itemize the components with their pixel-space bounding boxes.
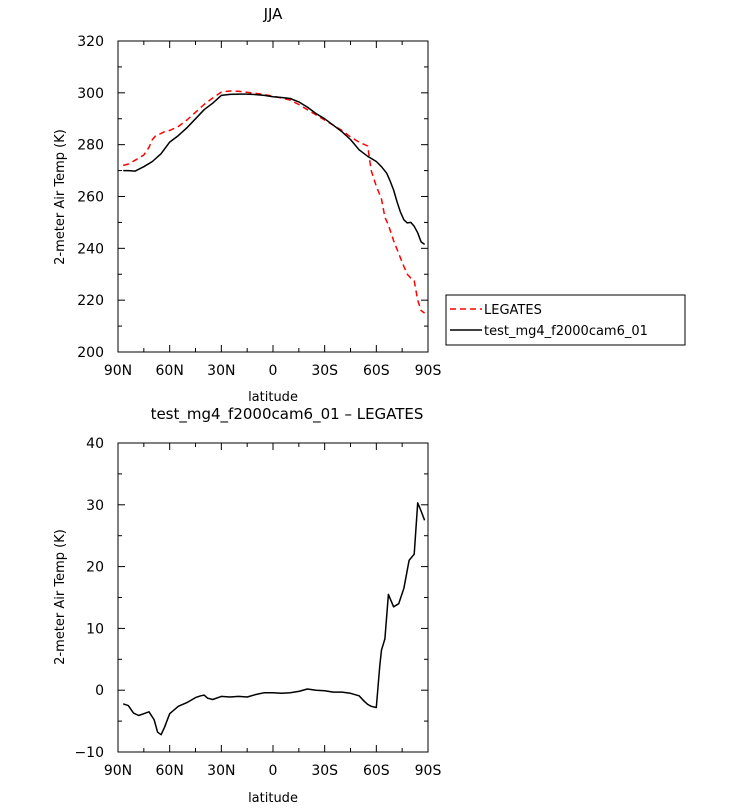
top-chart-legend: LEGATES test_mg4_f2000cam6_01 — [445, 294, 686, 346]
plot-frame — [117, 40, 429, 353]
x-tick-label: 0 — [269, 363, 278, 379]
top-chart-xlabel: latitude — [248, 390, 298, 405]
x-tick-label: 90S — [415, 363, 442, 379]
y-tick-label: 320 — [77, 34, 104, 50]
y-tick-label: 260 — [77, 190, 104, 206]
x-tick-label: 30N — [207, 763, 235, 779]
x-tick-label: 30N — [207, 363, 235, 379]
y-tick-label: −10 — [74, 745, 104, 761]
x-tick-label: 90N — [104, 763, 132, 779]
y-tick-label: 300 — [77, 86, 104, 102]
series-line-difference — [122, 502, 426, 736]
bottom-chart-ylabel: 2-meter Air Temp (K) — [53, 529, 68, 665]
y-tick-label: 30 — [86, 498, 104, 514]
x-tick-label: 0 — [269, 763, 278, 779]
y-tick-label: 20 — [86, 560, 104, 576]
x-tick-label: 90S — [415, 763, 442, 779]
bottom-chart: test_mg4_f2000cam6_01 – LEGATES 2-meter … — [53, 405, 441, 806]
y-tick-label: 240 — [77, 241, 104, 257]
bottom-chart-xlabel: latitude — [248, 791, 298, 806]
x-tick-label: 60S — [363, 763, 390, 779]
legend-label-model: test_mg4_f2000cam6_01 — [484, 324, 648, 339]
x-tick-label: 30S — [311, 763, 338, 779]
legend-label-legates: LEGATES — [484, 303, 542, 318]
x-tick-label: 60N — [156, 763, 184, 779]
bottom-chart-title: test_mg4_f2000cam6_01 – LEGATES — [151, 405, 424, 424]
series-line-test-mg4-f2000cam6-01 — [123, 93, 426, 246]
y-tick-label: 0 — [95, 683, 104, 699]
top-chart-title: JJA — [263, 5, 284, 23]
x-tick-label: 60S — [363, 363, 390, 379]
top-chart-ylabel: 2-meter Air Temp (K) — [53, 129, 68, 265]
x-tick-label: 30S — [311, 363, 338, 379]
x-tick-label: 60N — [156, 363, 184, 379]
y-tick-label: 40 — [86, 436, 104, 452]
y-tick-label: 200 — [77, 345, 104, 361]
y-tick-label: 280 — [77, 138, 104, 154]
plot-frame — [117, 442, 429, 753]
series-line-legates — [123, 90, 426, 314]
y-tick-label: 10 — [86, 621, 104, 637]
legend-box — [445, 294, 686, 346]
x-tick-label: 90N — [104, 363, 132, 379]
y-tick-label: 220 — [77, 293, 104, 309]
top-chart: JJA 2-meter Air Temp (K) latitude LEGATE… — [53, 5, 686, 405]
